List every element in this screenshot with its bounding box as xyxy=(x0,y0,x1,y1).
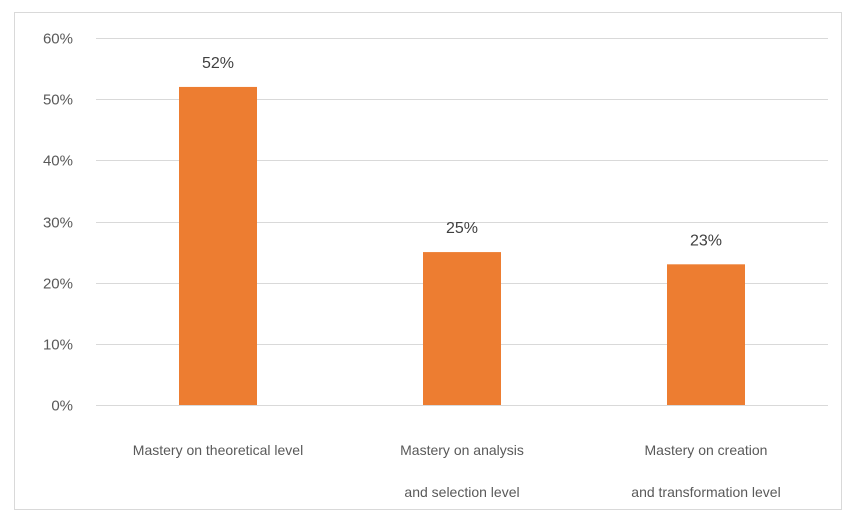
data-label: 52% xyxy=(202,55,234,72)
x-tick-label: Mastery on analysis xyxy=(400,442,524,458)
bar xyxy=(667,264,745,405)
y-tick-label: 10% xyxy=(43,337,73,354)
y-tick-label: 30% xyxy=(43,215,73,232)
y-tick-label: 20% xyxy=(43,276,73,293)
x-tick-label: and transformation level xyxy=(631,484,780,500)
data-label: 23% xyxy=(690,232,722,249)
y-tick-label: 0% xyxy=(51,398,73,415)
y-tick-label: 60% xyxy=(43,31,73,48)
y-axis: 0% 10% 20% 30% 40% 50% 60% xyxy=(43,31,73,415)
x-axis: Mastery on theoretical level Mastery on a… xyxy=(133,442,781,500)
y-tick-label: 50% xyxy=(43,92,73,109)
y-tick-label: 40% xyxy=(43,153,73,170)
x-tick-label: and selection level xyxy=(404,484,519,500)
bar xyxy=(423,252,501,405)
bars xyxy=(179,86,745,405)
x-tick-label: Mastery on creation xyxy=(645,442,768,458)
bar xyxy=(179,86,257,405)
data-labels: 52% 25% 23% xyxy=(202,55,722,249)
x-tick-label: Mastery on theoretical level xyxy=(133,442,303,458)
data-label: 25% xyxy=(446,220,478,237)
